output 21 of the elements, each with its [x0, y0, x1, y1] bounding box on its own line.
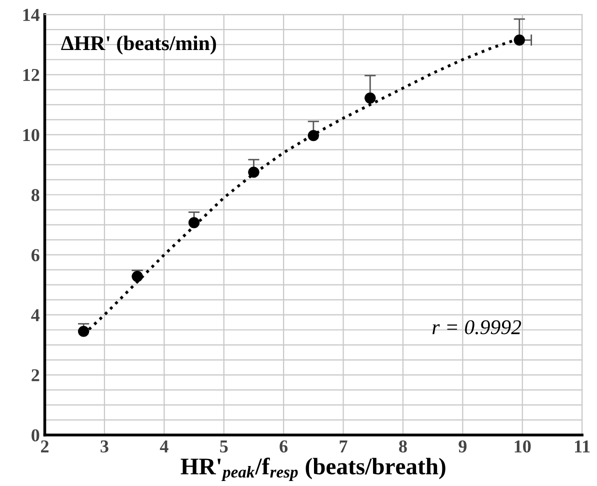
x-axis-title: HR'$_{peak}$/f$_{resp}$ (beats/breath): [180, 458, 446, 481]
x-tick-label: 3: [100, 440, 108, 453]
x-tick-label: 2: [41, 440, 49, 452]
x-tick-label: 6: [280, 440, 288, 453]
annotation: r = 0.9992: [432, 320, 522, 334]
x-tick-label: 5: [220, 440, 228, 453]
y-tick-label: 10: [23, 128, 40, 142]
x-tick-label: 9: [458, 440, 467, 453]
y-tick-label: 14: [23, 8, 40, 21]
x-tick-label: 4: [160, 440, 168, 452]
y-tick-label: 4: [31, 309, 40, 322]
x-tick-label: 11: [574, 440, 590, 452]
y-axis-title: ΔHR' (beats/min): [61, 36, 216, 54]
y-tick-label: 8: [31, 189, 40, 202]
x-tick-label: 10: [514, 440, 531, 453]
y-tick-label: 2: [32, 369, 40, 382]
y-tick-label: 12: [23, 68, 40, 81]
x-tick-label: 8: [399, 440, 407, 453]
x-tick-label: 7: [340, 440, 348, 452]
y-tick-label: 6: [32, 249, 40, 262]
y-tick-label: 0: [32, 429, 40, 442]
